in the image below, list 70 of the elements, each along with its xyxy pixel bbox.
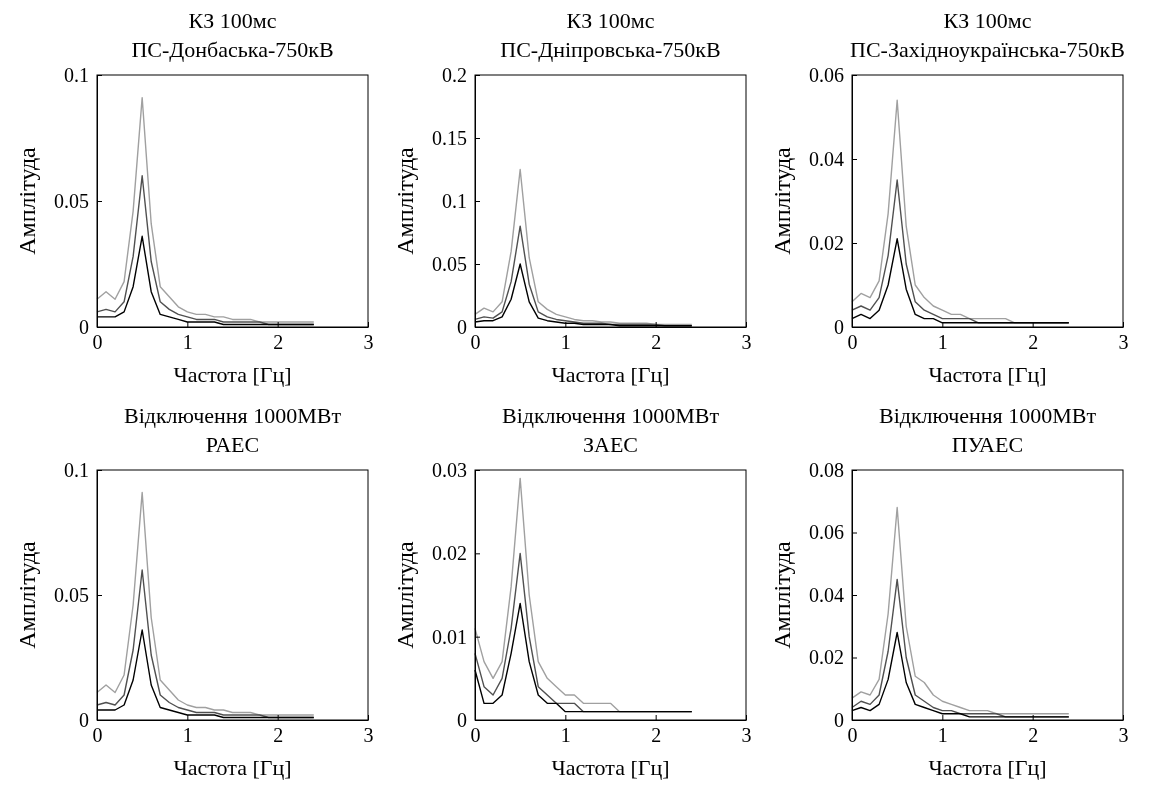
x-tick-label: 2 <box>1028 724 1039 747</box>
x-tick-label: 1 <box>937 331 948 354</box>
line-series <box>96 96 315 323</box>
chart-subtitle: ПС-Дніпровська-750кВ <box>500 37 721 62</box>
y-tick-label: 0.1 <box>64 458 89 481</box>
x-tick-label: 3 <box>363 331 374 354</box>
y-tick-label: 0.03 <box>432 458 467 481</box>
x-axis-title: Частота [Гц] <box>551 755 670 780</box>
chart-subtitle: ПС-Західноукраїнська-750кВ <box>850 37 1125 62</box>
x-tick-label: 2 <box>273 331 284 354</box>
x-axis-title: Частота [Гц] <box>173 755 292 780</box>
y-tick-label: 0.04 <box>809 583 844 606</box>
x-tick-label: 3 <box>1118 724 1129 747</box>
x-tick-label: 1 <box>937 724 948 747</box>
y-tick-label: 0.1 <box>64 63 89 86</box>
y-axis-title: Амплітуда <box>14 540 40 649</box>
line-series <box>851 506 1070 715</box>
y-tick-label: 0 <box>834 315 844 338</box>
y-tick-label: 0 <box>79 708 89 731</box>
y-tick-label: 0 <box>457 708 467 731</box>
chart-subtitle: ЗАЕС <box>582 432 639 457</box>
y-tick-label: 0.08 <box>809 458 844 481</box>
chart-subtitle: ПУАЕС <box>951 432 1024 457</box>
chart-title: КЗ 100мс <box>566 8 655 33</box>
x-axis-title: Частота [Гц] <box>928 755 1047 780</box>
y-axis-title: Амплітуда <box>392 540 418 649</box>
chart-title: Відключення 1000МВт <box>878 403 1097 428</box>
y-axis-title: Амплітуда <box>14 146 40 255</box>
line-series <box>474 168 693 326</box>
chart-title: Відключення 1000МВт <box>501 403 720 428</box>
y-tick-label: 0.1 <box>442 189 467 212</box>
y-tick-label: 0.2 <box>442 63 467 86</box>
x-tick-label: 1 <box>182 331 193 354</box>
chart-subtitle: ПС-Донбаська-750кВ <box>131 37 334 62</box>
x-axis-title: Частота [Гц] <box>551 362 670 387</box>
chart-title: КЗ 100мс <box>188 8 277 33</box>
y-tick-label: 0 <box>834 708 844 731</box>
y-tick-label: 0.04 <box>809 147 844 170</box>
y-tick-label: 0.06 <box>809 521 844 544</box>
x-tick-label: 1 <box>182 724 193 747</box>
y-axis-title: Амплітуда <box>769 540 795 649</box>
y-tick-label: 0.02 <box>809 646 844 669</box>
y-tick-label: 0.05 <box>54 583 89 606</box>
y-tick-label: 0 <box>457 315 467 338</box>
x-tick-label: 2 <box>651 724 662 747</box>
x-tick-label: 3 <box>363 724 374 747</box>
y-tick-label: 0.01 <box>432 625 467 648</box>
x-tick-label: 3 <box>1118 331 1129 354</box>
y-tick-label: 0.06 <box>809 63 844 86</box>
chart-title: КЗ 100мс <box>943 8 1032 33</box>
x-tick-label: 3 <box>741 331 752 354</box>
x-axis-title: Частота [Гц] <box>928 362 1047 387</box>
x-tick-label: 2 <box>1028 331 1039 354</box>
x-tick-label: 3 <box>741 724 752 747</box>
x-tick-label: 1 <box>560 724 571 747</box>
x-tick-label: 1 <box>560 331 571 354</box>
y-axis-title: Амплітуда <box>769 146 795 255</box>
y-tick-label: 0.02 <box>809 231 844 254</box>
y-tick-label: 0.05 <box>54 189 89 212</box>
y-tick-label: 0 <box>79 315 89 338</box>
x-axis-title: Частота [Гц] <box>173 362 292 387</box>
y-tick-label: 0.15 <box>432 126 467 149</box>
y-tick-label: 0.05 <box>432 252 467 275</box>
x-tick-label: 2 <box>273 724 284 747</box>
x-tick-label: 2 <box>651 331 662 354</box>
y-tick-label: 0.02 <box>432 542 467 565</box>
line-series <box>96 491 315 716</box>
chart-subtitle: РАЕС <box>205 432 260 457</box>
y-axis-title: Амплітуда <box>392 146 418 255</box>
chart-title: Відключення 1000МВт <box>123 403 342 428</box>
